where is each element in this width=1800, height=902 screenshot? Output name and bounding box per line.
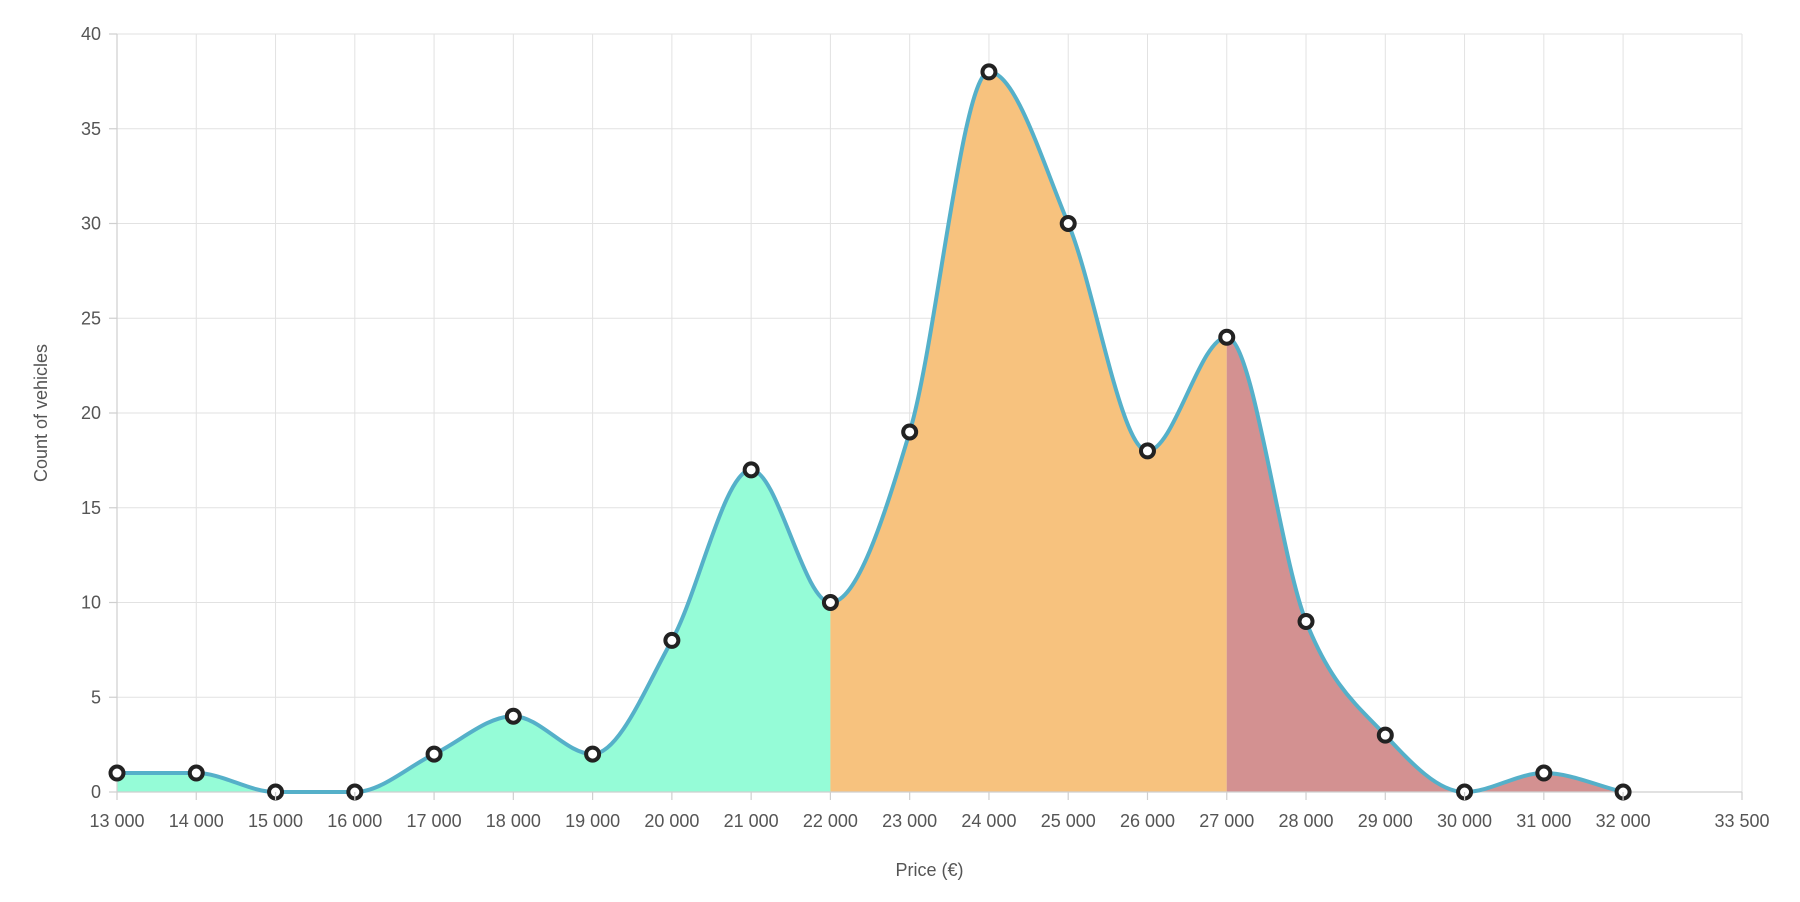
data-point[interactable] — [1297, 612, 1315, 630]
data-points — [108, 63, 1632, 801]
y-tick-label: 30 — [81, 214, 101, 234]
data-point[interactable] — [1535, 764, 1553, 782]
x-tick-label: 33 500 — [1714, 811, 1769, 831]
x-tick-label: 17 000 — [407, 811, 462, 831]
x-tick-label: 13 000 — [89, 811, 144, 831]
data-point[interactable] — [187, 764, 205, 782]
y-tick-label: 25 — [81, 308, 101, 328]
x-tick-label: 29 000 — [1358, 811, 1413, 831]
x-axis-ticks: 13 000 14 000 15 000 16 000 17 000 18 000 19 0… — [89, 792, 1770, 831]
data-point[interactable] — [901, 423, 919, 441]
data-point[interactable] — [108, 764, 126, 782]
x-tick-label: 27 000 — [1199, 811, 1254, 831]
data-point[interactable] — [980, 63, 998, 81]
area-regions — [117, 71, 1624, 792]
y-tick-label: 15 — [81, 498, 101, 518]
y-tick-label: 20 — [81, 403, 101, 423]
x-axis-title: Price (€) — [895, 860, 963, 880]
x-tick-label: 23 000 — [882, 811, 937, 831]
x-tick-label: 18 000 — [486, 811, 541, 831]
x-tick-label: 19 000 — [565, 811, 620, 831]
area-region-3 — [1226, 337, 1624, 792]
y-tick-label: 40 — [81, 24, 101, 44]
data-point[interactable] — [663, 631, 681, 649]
x-tick-label: 21 000 — [724, 811, 779, 831]
x-tick-label: 25 000 — [1041, 811, 1096, 831]
y-axis-ticks: 0 5 10 15 20 25 30 35 40 — [81, 24, 117, 802]
x-tick-label: 32 000 — [1596, 811, 1651, 831]
data-point[interactable] — [1059, 215, 1077, 232]
x-tick-label: 30 000 — [1437, 811, 1492, 831]
x-tick-label: 28 000 — [1278, 811, 1333, 831]
y-tick-label: 35 — [81, 119, 101, 139]
data-point[interactable] — [821, 594, 839, 611]
x-tick-label: 26 000 — [1120, 811, 1175, 831]
data-point[interactable] — [742, 461, 760, 479]
data-point[interactable] — [1138, 442, 1156, 460]
x-tick-label: 14 000 — [169, 811, 224, 831]
x-tick-label: 15 000 — [248, 811, 303, 831]
x-tick-label: 22 000 — [803, 811, 858, 831]
area-region-2 — [830, 71, 1227, 792]
x-tick-label: 16 000 — [327, 811, 382, 831]
y-tick-label: 10 — [81, 593, 101, 613]
y-axis-title: Count of vehicles — [31, 344, 51, 482]
y-tick-label: 0 — [91, 782, 101, 802]
data-point[interactable] — [504, 707, 522, 725]
area-region-1 — [117, 469, 831, 792]
data-point[interactable] — [584, 745, 602, 763]
data-point[interactable] — [425, 745, 443, 763]
y-tick-label: 5 — [91, 687, 101, 707]
x-tick-label: 31 000 — [1516, 811, 1571, 831]
data-point[interactable] — [1376, 726, 1394, 744]
x-tick-label: 24 000 — [961, 811, 1016, 831]
x-tick-label: 20 000 — [644, 811, 699, 831]
data-point[interactable] — [1218, 328, 1236, 346]
